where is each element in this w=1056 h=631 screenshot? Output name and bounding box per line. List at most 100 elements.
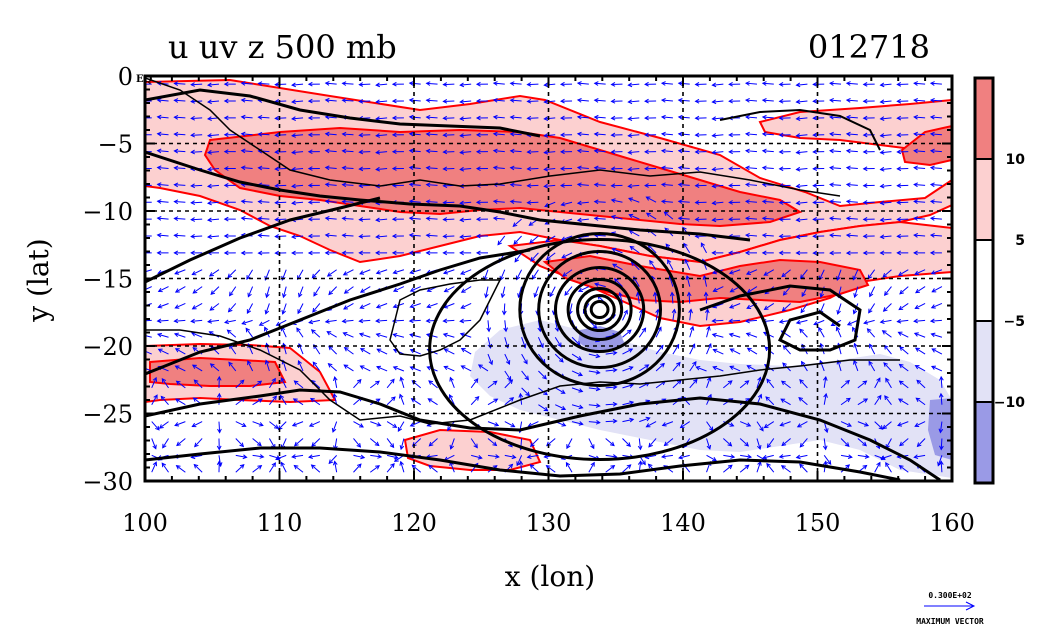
- wind-vector: [627, 166, 640, 172]
- wind-vector: [555, 404, 567, 411]
- wind-vector: [223, 115, 236, 121]
- wind-vector: [151, 421, 160, 431]
- wind-vector: [745, 332, 758, 338]
- wind-vector: [576, 217, 589, 223]
- wind-vector: [931, 286, 943, 293]
- wind-vector: [341, 318, 354, 324]
- wind-vector: [576, 148, 589, 154]
- wind-vector: [538, 387, 548, 396]
- wind-vector: [914, 365, 926, 372]
- wind-vector: [216, 438, 222, 451]
- wind-vector: [358, 250, 371, 256]
- wind-vector: [562, 269, 573, 277]
- wind-vector: [408, 250, 421, 256]
- wind-vector: [343, 286, 354, 294]
- wind-vector: [504, 454, 517, 460]
- wind-vector: [744, 114, 758, 120]
- wind-vector: [677, 131, 690, 137]
- wind-vector: [477, 364, 489, 372]
- wind-vector: [711, 150, 724, 155]
- wind-vector: [459, 82, 472, 88]
- wind-vector: [191, 303, 203, 310]
- wind-vector: [245, 327, 254, 338]
- wind-vector: [386, 462, 395, 473]
- wind-vector: [622, 366, 634, 372]
- wind-vector: [739, 464, 750, 473]
- wind-vector: [739, 380, 750, 389]
- wind-vector: [728, 183, 741, 188]
- wind-vector: [756, 438, 762, 450]
- wind-vector: [190, 183, 203, 189]
- wind-vector: [644, 132, 657, 138]
- wind-vector: [761, 114, 774, 120]
- wind-vector: [324, 165, 337, 171]
- wind-vector: [799, 328, 808, 338]
- wind-vector: [822, 438, 828, 451]
- wind-vector: [898, 363, 909, 372]
- wind-vector: [173, 165, 186, 171]
- wind-vector: [500, 286, 506, 299]
- wind-vector: [929, 318, 942, 324]
- wind-vector: [216, 460, 222, 473]
- wind-vector: [206, 217, 220, 223]
- wind-vector: [190, 318, 203, 324]
- wind-vector: [399, 460, 405, 473]
- wind-vector: [460, 286, 472, 293]
- wind-vector: [459, 217, 472, 223]
- wind-vector: [677, 98, 690, 103]
- wind-vector: [521, 353, 528, 365]
- wind-vector: [576, 131, 589, 137]
- wind-vector: [700, 242, 707, 254]
- wind-vector: [829, 199, 842, 204]
- wind-vector: [899, 346, 909, 355]
- wind-vector: [565, 461, 573, 473]
- wind-vector: [257, 250, 270, 256]
- wind-vector: [332, 393, 338, 405]
- wind-vector: [307, 233, 320, 239]
- wind-vector: [913, 199, 926, 204]
- wind-vector: [386, 378, 395, 389]
- wind-vector: [324, 232, 337, 238]
- x-tick-label: 150: [795, 509, 841, 537]
- wind-vector: [613, 278, 623, 287]
- colorbar-label: −10: [994, 395, 1025, 411]
- wind-vector: [176, 438, 186, 447]
- wind-vector: [341, 98, 354, 103]
- wind-vector: [492, 131, 505, 137]
- wind-vector: [862, 98, 875, 104]
- wind-vector: [257, 114, 270, 120]
- wind-vector: [191, 421, 203, 428]
- wind-vector: [293, 380, 304, 389]
- wind-vector: [442, 269, 455, 275]
- wind-vector: [862, 81, 875, 87]
- wind-vector: [397, 421, 405, 432]
- wind-vector: [145, 365, 152, 372]
- wind-vector: [240, 131, 253, 137]
- wind-vector: [622, 329, 632, 338]
- wind-vector: [460, 269, 472, 275]
- wind-vector: [156, 216, 169, 221]
- wind-vector: [324, 250, 337, 256]
- wind-vector: [795, 217, 808, 223]
- colorbar: 10 5 −5 −10: [973, 76, 1025, 485]
- wind-vector: [240, 81, 253, 86]
- wind-vector: [628, 197, 640, 203]
- wind-vector: [459, 318, 472, 324]
- wind-vector: [846, 319, 859, 326]
- wind-vector: [341, 216, 354, 221]
- wind-vector: [175, 465, 186, 473]
- wind-vector: [845, 148, 858, 154]
- wind-vector: [392, 286, 405, 292]
- wind-vector: [744, 131, 758, 137]
- wind-vector: [193, 379, 203, 389]
- wind-vector: [796, 421, 808, 428]
- wind-vector: [899, 438, 909, 447]
- wind-vector: [258, 319, 270, 326]
- wind-vector: [744, 318, 758, 324]
- wind-vector: [509, 165, 522, 171]
- wind-vector: [174, 421, 186, 427]
- wind-vector: [874, 377, 881, 389]
- wind-vector: [190, 250, 203, 256]
- wind-vector: [812, 250, 825, 256]
- wind-vector: [896, 233, 909, 239]
